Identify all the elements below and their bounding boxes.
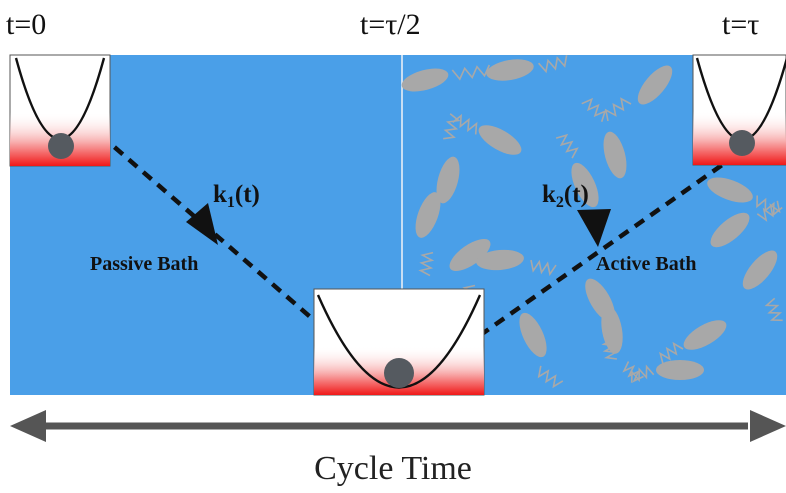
particle-tail (659, 341, 684, 365)
active-particle (603, 131, 627, 179)
trapped-particle (729, 130, 755, 156)
label-t-end: t=τ (722, 8, 759, 41)
particle-tail (451, 64, 491, 81)
label-passive-bath: Passive Bath (90, 253, 198, 275)
active-particle (476, 249, 524, 271)
label-k1: k1(t) (213, 181, 260, 211)
active-particle (710, 212, 750, 248)
k1-direction-arrow (186, 203, 218, 245)
trapped-particle (48, 133, 74, 159)
particle-tail (601, 338, 619, 360)
particle-tail (530, 259, 557, 277)
active-particles (401, 55, 783, 389)
active-particle (637, 65, 673, 105)
active-particle (656, 360, 704, 380)
protocol-path (12, 58, 786, 396)
active-particle (478, 125, 522, 155)
label-k2: k2(t) (542, 181, 589, 211)
trap-stiff-start (9, 54, 111, 167)
active-particle (742, 250, 778, 290)
particle-tail (418, 251, 435, 277)
cycle-time-arrow (10, 410, 786, 442)
trapped-particle (384, 358, 414, 388)
active-particle (449, 238, 491, 272)
particle-tail (764, 297, 783, 322)
label-cycle-time: Cycle Time (314, 450, 472, 487)
active-particle (571, 162, 599, 208)
active-particle (519, 312, 547, 358)
label-active-bath: Active Bath (596, 253, 697, 275)
particle-tail (581, 97, 607, 122)
trap-wide-half (313, 288, 485, 396)
active-particle (401, 68, 449, 92)
particle-tail (538, 55, 568, 74)
k2-direction-arrow (577, 209, 611, 247)
active-particle (601, 306, 623, 354)
particle-tail (537, 365, 564, 389)
particle-tail (443, 113, 461, 140)
label-t-start: t=0 (6, 8, 46, 41)
active-particle (707, 177, 753, 203)
active-particle (683, 320, 727, 350)
active-particle (415, 192, 441, 238)
active-particle (486, 59, 534, 81)
particle-tail (756, 200, 781, 222)
trap-stiff-end (692, 54, 786, 166)
active-particle (436, 156, 460, 204)
particle-tail (452, 113, 478, 135)
particle-tail (555, 133, 579, 159)
particle-tail (630, 364, 655, 383)
label-t-half: t=τ/2 (360, 8, 421, 41)
particle-tail (622, 361, 644, 383)
